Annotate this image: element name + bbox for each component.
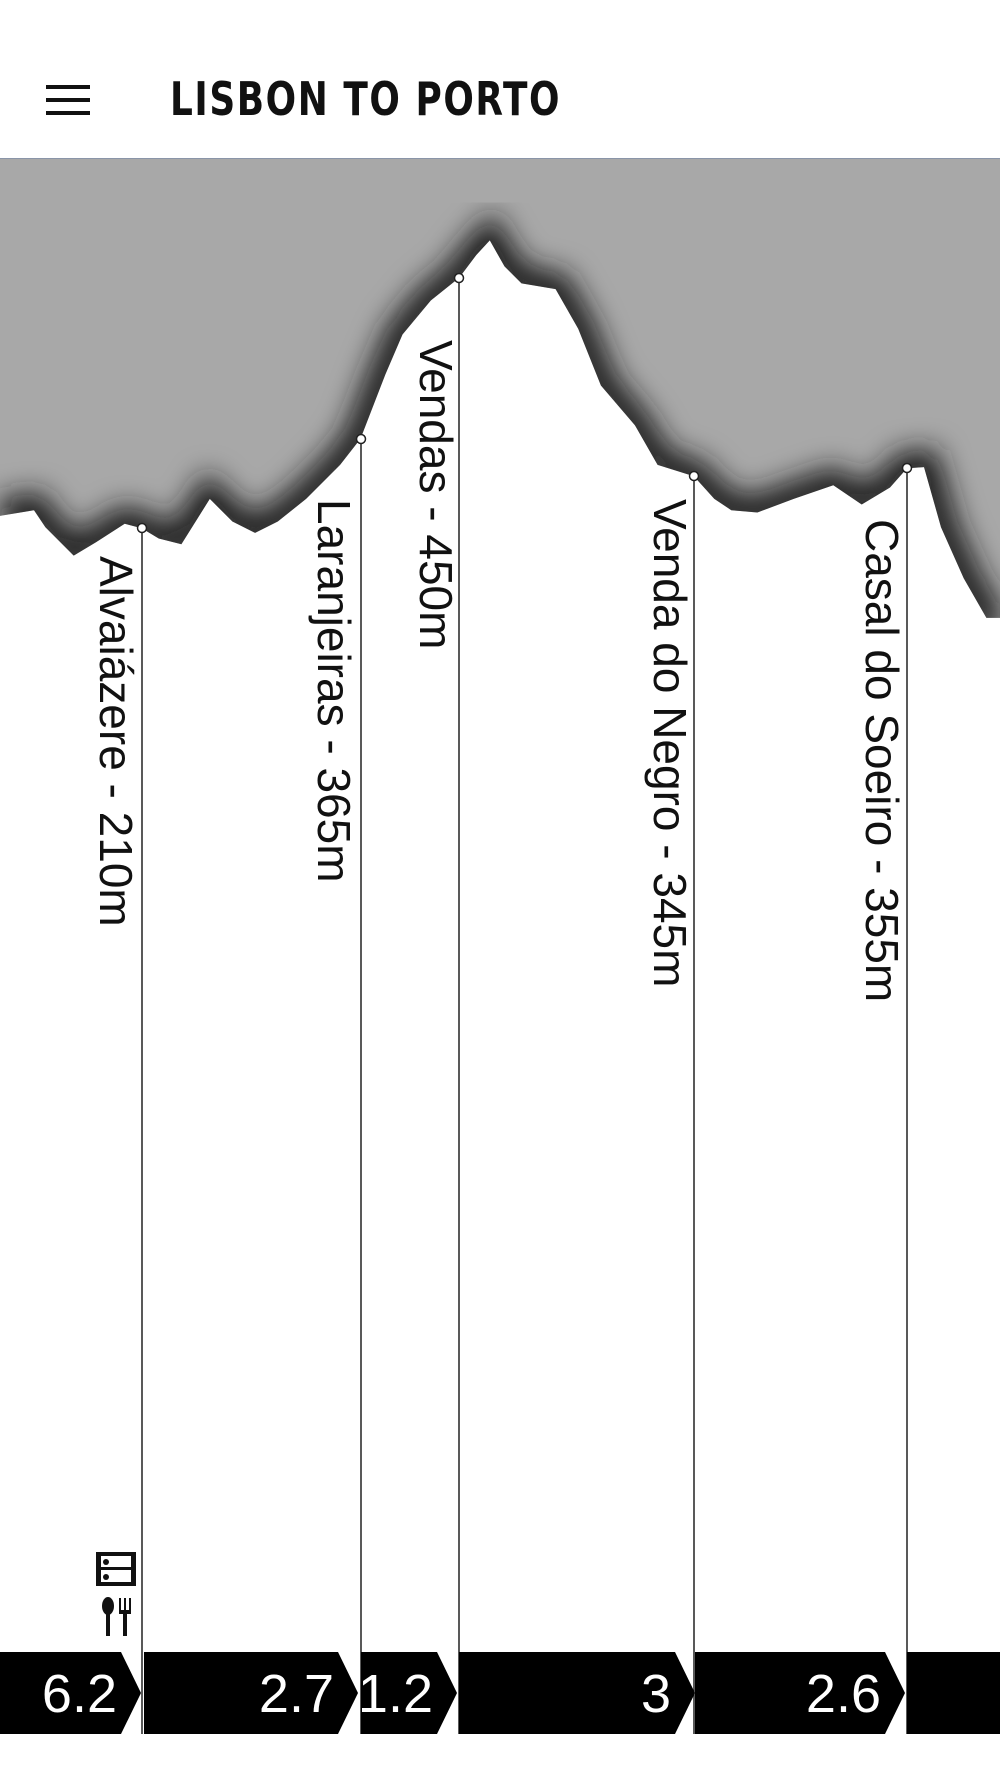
waypoint-label: Alvaiázere - 210m [90,556,142,927]
segment-distance: 2.7 [259,1664,334,1724]
segment-bar [0,1652,141,1734]
segment-bar [907,1652,1000,1734]
segment-distance: 2.6 [806,1664,881,1724]
segment-distance: 1.2 [358,1664,433,1724]
header: LISBON TO PORTO [0,0,1000,159]
waypoint-label: Laranjeiras - 365m [308,499,360,883]
segment-distance: 3 [641,1664,671,1724]
bed-icon [96,1552,136,1586]
waypoint-label: Venda do Negro - 345m [644,499,696,987]
waypoint-marker [136,522,148,534]
waypoint-marker [901,462,913,474]
segment-bar [361,1652,457,1734]
page-title: LISBON TO PORTO [170,72,562,126]
waypoint-label: Casal do Soeiro - 355m [856,519,908,1002]
food-icon [102,1597,131,1636]
terrain-edge [0,211,1000,618]
waypoint-label: Vendas - 450m [410,340,462,649]
segment-distance: 6.2 [42,1664,117,1724]
waypoint-marker [453,272,465,284]
segment-bar [459,1652,695,1734]
waypoint-marker [688,470,700,482]
waypoint-marker [355,433,367,445]
segment-bar [144,1652,358,1734]
menu-button[interactable] [46,85,90,124]
segment-bar [695,1652,905,1734]
